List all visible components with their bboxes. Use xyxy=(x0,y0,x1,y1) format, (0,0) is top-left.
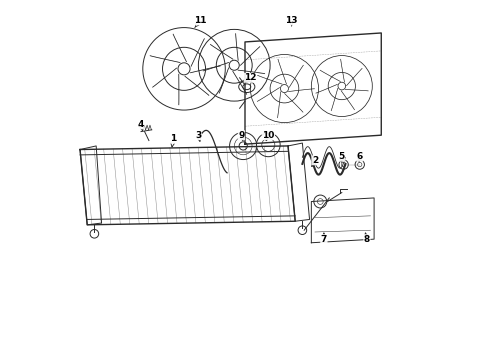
Circle shape xyxy=(256,133,280,157)
Text: 8: 8 xyxy=(364,233,370,244)
Circle shape xyxy=(280,85,289,93)
Text: 4: 4 xyxy=(138,120,144,131)
Circle shape xyxy=(229,60,239,70)
Text: 11: 11 xyxy=(194,16,206,28)
Circle shape xyxy=(314,195,327,208)
Text: 6: 6 xyxy=(357,152,363,162)
Circle shape xyxy=(178,63,190,75)
Text: 2: 2 xyxy=(312,156,318,167)
Text: 10: 10 xyxy=(262,131,274,141)
Text: 5: 5 xyxy=(339,152,345,162)
Circle shape xyxy=(230,132,257,159)
Text: 1: 1 xyxy=(170,134,176,147)
Text: 12: 12 xyxy=(244,73,257,83)
Text: 3: 3 xyxy=(195,131,201,141)
Circle shape xyxy=(262,138,275,151)
Text: 9: 9 xyxy=(238,131,245,141)
Text: 7: 7 xyxy=(321,233,327,244)
Text: 13: 13 xyxy=(285,16,298,26)
Circle shape xyxy=(338,82,345,90)
Circle shape xyxy=(239,142,247,150)
